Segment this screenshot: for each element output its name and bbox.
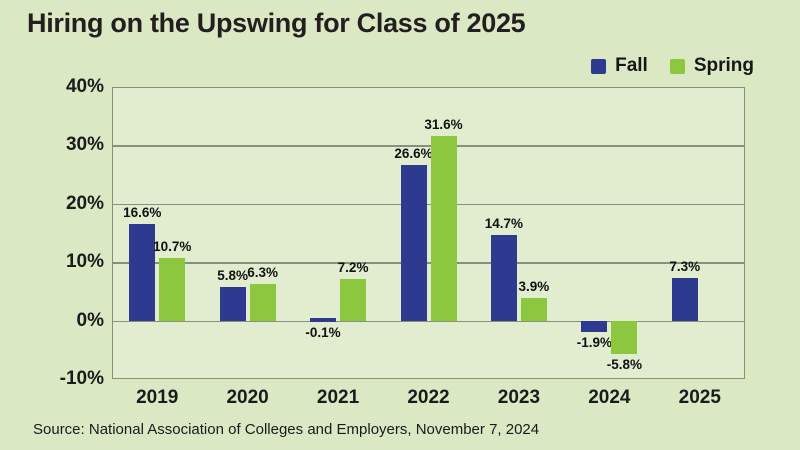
bar-fall-2023 [490,234,517,321]
legend-item-spring: Spring [669,55,754,77]
bar-fall-2019 [129,223,156,321]
bar-value-label-spring-2020: 6.3% [247,264,279,280]
bar-fall-2024 [581,320,608,332]
y-tick-label-0: 0% [76,309,104,331]
y-tick-label-30: 30% [65,134,104,156]
legend-label-fall: Fall [615,55,648,76]
bar-value-label-spring-2022: 31.6% [424,117,463,133]
bar-spring-2022 [430,136,457,321]
gridline-20 [113,203,744,206]
bar-fall-2025 [671,277,698,321]
bar-fall-2022 [400,165,427,321]
x-tick-label-2022: 2022 [407,387,450,408]
y-tick-label-10: 10% [65,251,104,273]
chart-title: Hiring on the Upswing for Class of 2025 [27,8,526,38]
bar-value-label-spring-2024: -5.8% [606,357,642,373]
bar-value-label-fall-2025: 7.3% [669,258,701,274]
x-tick-label-2025: 2025 [678,387,721,408]
bar-value-label-fall-2020: 5.8% [217,267,249,283]
bar-value-label-spring-2019: 10.7% [153,239,192,255]
bar-value-label-fall-2023: 14.7% [484,215,524,231]
bar-value-label-fall-2024: -1.9% [576,334,612,350]
gridline-10 [113,262,744,264]
y-tick-label-20: 20% [65,192,104,214]
x-tick-label-2020: 2020 [226,387,269,408]
bar-spring-2020 [249,283,276,321]
spring-swatch-icon [669,58,685,74]
gridline-0 [113,320,744,323]
bar-value-label-spring-2021: 7.2% [337,259,369,275]
y-tick-label--10: -10% [59,368,104,389]
bar-spring-2021 [340,278,367,321]
x-tick-label-2024: 2024 [588,387,631,408]
bar-value-label-spring-2023: 3.9% [518,278,550,294]
legend: Fall Spring [591,55,754,77]
bar-spring-2024 [611,320,638,355]
legend-item-fall: Fall [591,55,648,77]
bar-value-label-fall-2021: -0.1% [305,324,341,340]
bar-fall-2021 [310,317,337,322]
bar-value-label-fall-2022: 26.6% [394,146,433,162]
x-tick-label-2019: 2019 [136,387,179,408]
gridline-30 [113,145,744,147]
bar-spring-2023 [520,297,547,321]
source-note: Source: National Association of Colleges… [33,421,540,438]
x-tick-label-2023: 2023 [497,387,541,408]
bar-value-label-fall-2019: 16.6% [123,204,162,220]
y-tick-label-40: 40% [65,76,104,97]
x-tick-label-2021: 2021 [316,387,360,408]
legend-label-spring: Spring [693,55,754,76]
bar-fall-2020 [219,286,246,321]
fall-swatch-icon [591,58,607,74]
plot-area [112,87,745,379]
bar-spring-2019 [159,258,186,321]
